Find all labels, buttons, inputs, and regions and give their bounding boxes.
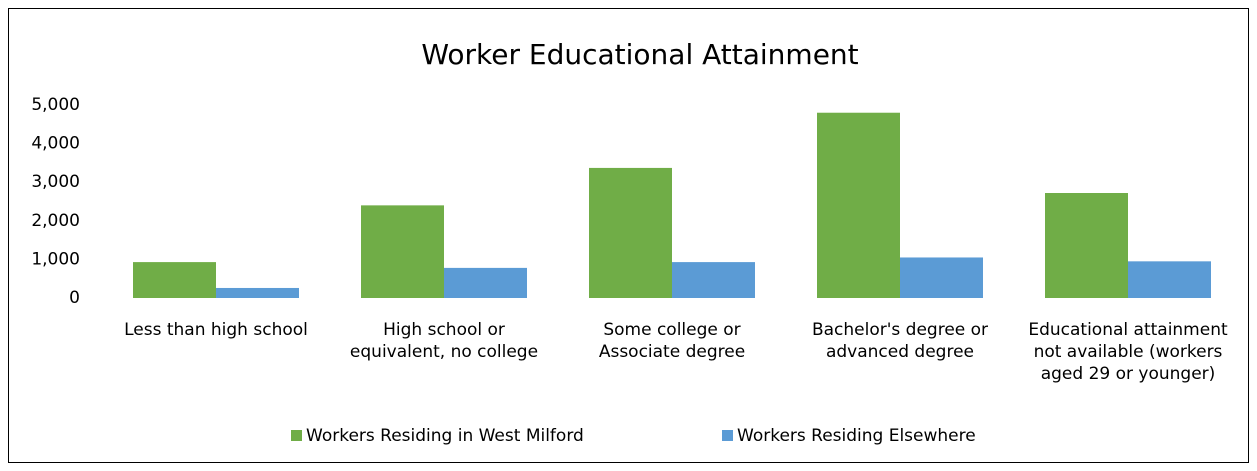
bar [1045, 193, 1128, 298]
x-tick-label: Educational attainment not available (wo… [1028, 320, 1228, 384]
chart-title: Worker Educational Attainment [421, 38, 858, 71]
legend-swatch [722, 430, 733, 441]
x-tick-label: High school or equivalent, no college [349, 320, 539, 362]
bar [1128, 261, 1211, 298]
legend-label: Workers Residing in West Milford [306, 426, 584, 446]
legend-label: Workers Residing Elsewhere [737, 426, 976, 446]
bar [589, 167, 672, 298]
bar [133, 262, 216, 298]
legend-swatch [291, 430, 302, 441]
bar [672, 262, 755, 298]
bar [900, 257, 983, 298]
y-tick-label: 4,000 [31, 134, 80, 154]
y-tick-label: 3,000 [31, 172, 80, 192]
bar [817, 112, 900, 298]
y-tick-label: 0 [69, 288, 80, 308]
y-tick-label: 2,000 [31, 211, 80, 231]
bar [361, 205, 444, 298]
bar [216, 287, 299, 298]
x-tick-label: Bachelor's degree or advanced degree [811, 320, 989, 362]
y-tick-label: 1,000 [31, 249, 80, 269]
x-tick-label: Less than high school [124, 320, 308, 340]
x-tick-label: Some college or Associate degree [598, 320, 746, 362]
bar [444, 267, 527, 298]
y-tick-label: 5,000 [31, 95, 80, 115]
